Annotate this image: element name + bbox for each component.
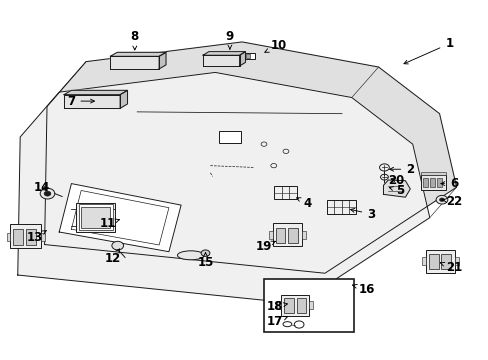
Bar xyxy=(454,257,458,265)
Bar xyxy=(26,229,36,244)
Bar xyxy=(81,207,110,228)
Text: 15: 15 xyxy=(197,253,213,269)
Bar xyxy=(10,224,41,248)
Bar xyxy=(13,229,23,244)
Text: 17: 17 xyxy=(266,315,287,328)
Circle shape xyxy=(44,191,51,196)
Bar xyxy=(281,295,309,316)
Text: 14: 14 xyxy=(34,181,50,194)
Text: 2: 2 xyxy=(389,163,413,176)
Polygon shape xyxy=(64,90,127,95)
Text: 16: 16 xyxy=(352,283,374,296)
Bar xyxy=(273,186,297,199)
Polygon shape xyxy=(239,51,245,66)
Bar xyxy=(268,231,272,239)
Bar xyxy=(425,249,454,273)
Text: 4: 4 xyxy=(296,197,311,210)
Bar xyxy=(272,223,302,246)
Bar xyxy=(296,298,306,313)
Bar xyxy=(429,179,434,187)
Bar xyxy=(421,257,425,265)
Text: 8: 8 xyxy=(130,30,139,50)
Bar xyxy=(302,231,305,239)
Polygon shape xyxy=(159,52,165,69)
Text: 20: 20 xyxy=(387,174,404,186)
Polygon shape xyxy=(383,180,409,197)
Bar xyxy=(246,54,250,58)
Text: 11: 11 xyxy=(100,216,119,230)
Text: 21: 21 xyxy=(439,261,461,274)
Circle shape xyxy=(439,198,444,202)
Polygon shape xyxy=(110,52,165,56)
Bar xyxy=(41,233,44,241)
Bar xyxy=(423,179,427,187)
Text: 7: 7 xyxy=(67,95,94,108)
Bar xyxy=(275,228,285,243)
Polygon shape xyxy=(18,72,429,304)
Circle shape xyxy=(294,321,304,328)
Bar xyxy=(264,279,353,332)
Bar xyxy=(219,131,240,143)
Bar xyxy=(436,179,441,187)
Polygon shape xyxy=(203,55,239,66)
Text: 6: 6 xyxy=(440,177,457,190)
Bar xyxy=(284,298,293,313)
Bar xyxy=(309,301,313,309)
Ellipse shape xyxy=(283,321,291,327)
Circle shape xyxy=(201,250,209,256)
Polygon shape xyxy=(120,90,127,108)
Text: 19: 19 xyxy=(255,240,275,253)
Polygon shape xyxy=(44,42,456,273)
Bar xyxy=(327,200,355,214)
Bar xyxy=(277,301,281,309)
Text: 18: 18 xyxy=(266,300,287,313)
Ellipse shape xyxy=(177,251,204,260)
Bar xyxy=(428,254,438,269)
Bar xyxy=(420,172,446,175)
Text: 12: 12 xyxy=(104,249,121,265)
Bar xyxy=(420,175,446,190)
Bar xyxy=(245,53,255,59)
Text: 13: 13 xyxy=(27,231,46,244)
Circle shape xyxy=(40,188,55,199)
Circle shape xyxy=(435,195,447,204)
Text: 22: 22 xyxy=(442,195,461,208)
Text: 10: 10 xyxy=(264,39,286,52)
Text: 5: 5 xyxy=(388,184,404,197)
Bar xyxy=(441,254,450,269)
Text: 3: 3 xyxy=(350,208,375,221)
Text: 1: 1 xyxy=(403,37,452,64)
Bar xyxy=(288,228,298,243)
Circle shape xyxy=(112,241,123,250)
Polygon shape xyxy=(59,184,181,252)
Bar xyxy=(6,233,10,241)
Text: 9: 9 xyxy=(225,30,234,49)
Bar xyxy=(76,203,115,232)
Bar xyxy=(79,204,113,230)
Polygon shape xyxy=(203,51,245,55)
Polygon shape xyxy=(64,95,120,108)
Polygon shape xyxy=(110,56,159,69)
